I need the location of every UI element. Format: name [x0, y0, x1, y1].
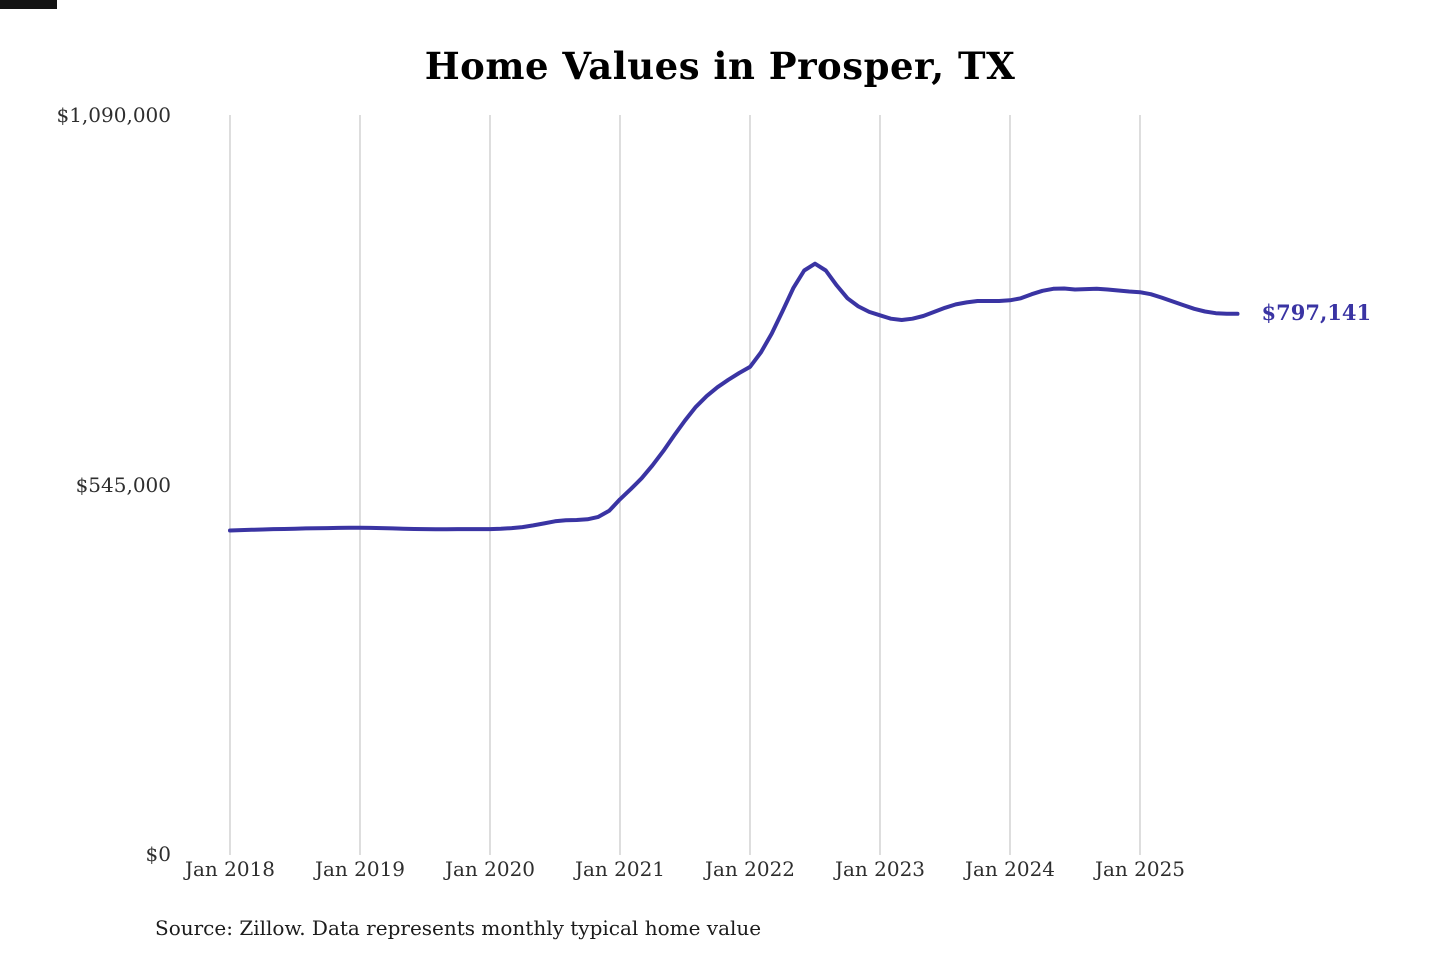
x-tick-label: Jan 2020: [444, 857, 536, 881]
home-value-line: [228, 261, 1240, 533]
source-note: Source: Zillow. Data represents monthly …: [155, 916, 762, 940]
x-tick-label: Jan 2024: [964, 857, 1056, 881]
x-tick-label: Jan 2018: [184, 857, 276, 881]
current-value-label: $797,141: [1261, 299, 1372, 325]
x-tick-label: Jan 2025: [1094, 857, 1186, 881]
chart-title: Home Values in Prosper, TX: [424, 44, 1016, 88]
y-tick-label-max: $1,090,000: [56, 103, 171, 127]
y-tick-label-zero: $0: [145, 842, 171, 866]
x-tick-label: Jan 2022: [704, 857, 796, 881]
top-edge-artifact: [0, 0, 57, 9]
x-tick-label: Jan 2023: [834, 857, 926, 881]
x-tick-label: Jan 2019: [314, 857, 406, 881]
y-tick-label-mid: $545,000: [75, 473, 171, 497]
x-tick-label: Jan 2021: [574, 857, 666, 881]
